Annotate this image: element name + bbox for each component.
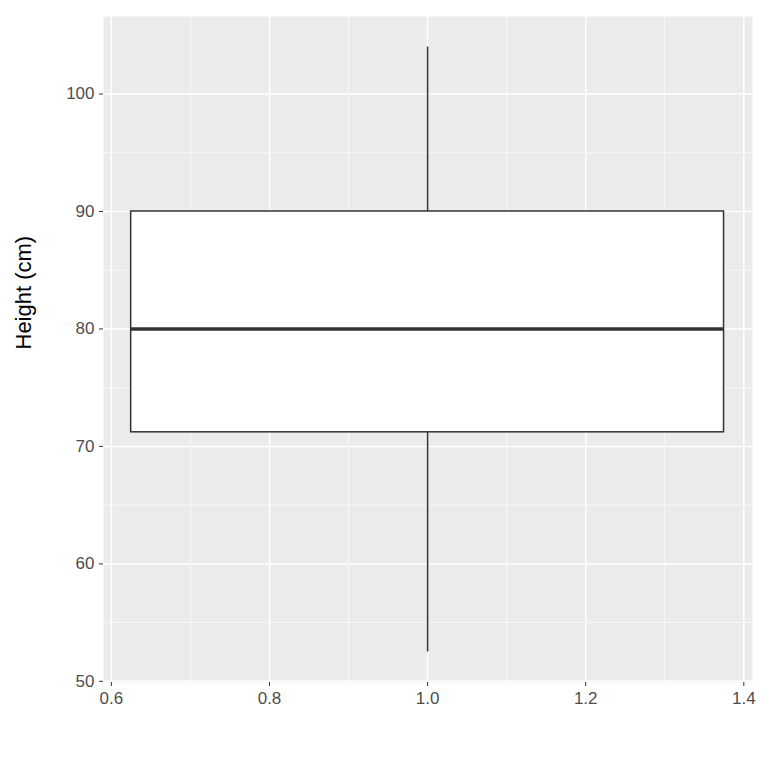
svg-text:1.2: 1.2 [574,689,598,708]
svg-text:1.4: 1.4 [732,689,756,708]
svg-text:1.0: 1.0 [416,689,440,708]
svg-text:0.6: 0.6 [100,689,124,708]
svg-text:Height (cm): Height (cm) [11,236,36,350]
svg-text:50: 50 [76,672,95,691]
svg-text:90: 90 [76,202,95,221]
svg-text:70: 70 [76,437,95,456]
svg-text:0.8: 0.8 [258,689,282,708]
svg-text:80: 80 [76,319,95,338]
svg-text:60: 60 [76,554,95,573]
svg-text:100: 100 [66,84,94,103]
